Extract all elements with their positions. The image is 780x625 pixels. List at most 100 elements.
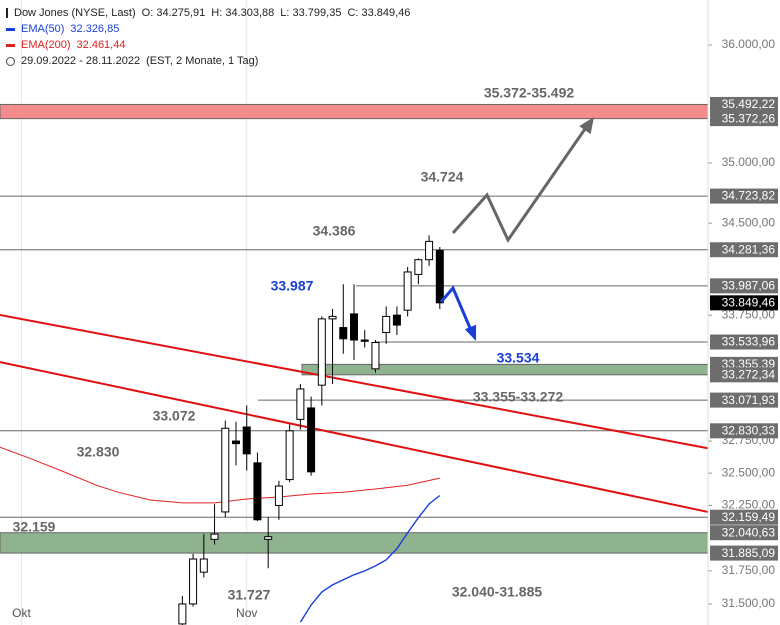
projection-arrow [439, 285, 472, 329]
level-box [710, 242, 778, 258]
level-box [710, 278, 778, 294]
annotation: 33.355-33.272 [473, 389, 564, 405]
quote: O: 34.275,91 [141, 7, 206, 19]
zone [0, 103, 709, 120]
level-label: 33.272,34 [722, 367, 776, 381]
level-box [710, 392, 778, 408]
annotation: 34.724 [421, 169, 464, 185]
trend-line [0, 314, 709, 450]
annotation: 32.159 [13, 519, 56, 535]
level-box [710, 295, 778, 311]
candle-body [425, 240, 434, 261]
legend-row: EMA(50) 32.326,85 [6, 21, 410, 37]
legend-row: Dow Jones (NYSE, Last) O: 34.275,91 H: 3… [6, 5, 410, 21]
level-label: 33.533,96 [722, 335, 776, 349]
quote: L: 33.799,35 [280, 7, 342, 19]
legend-name: EMA(200) [21, 39, 71, 51]
level-label: 33.987,06 [722, 279, 776, 293]
level-label: 35.492,22 [722, 97, 776, 111]
legend: Dow Jones (NYSE, Last) O: 34.275,91 H: 3… [6, 5, 410, 69]
y-tick-label: 34.500,00 [722, 215, 776, 229]
ema-line [299, 494, 441, 623]
range-note: (EST, 2 Monate, 1 Tag) [146, 55, 259, 67]
candle-body [242, 426, 251, 455]
candle-body [328, 315, 337, 320]
candle-body [307, 407, 316, 473]
date-range: 29.09.2022 - 28.11.2022 [21, 55, 141, 67]
level-box [710, 367, 778, 383]
level-box [710, 188, 778, 204]
annotation: 33.987 [271, 278, 314, 294]
candle-body [435, 249, 444, 304]
y-tick-label: 32.500,00 [722, 465, 776, 479]
arrow-head [464, 324, 477, 341]
level-box [710, 96, 778, 112]
level-label: 32.159,49 [722, 510, 776, 524]
candle-body [178, 603, 187, 625]
level-box [710, 111, 778, 127]
ema-line [0, 446, 440, 504]
arrow-head [579, 117, 594, 135]
candle-body [350, 313, 358, 341]
x-tick-label: Okt [12, 606, 31, 620]
quote: H: 34.303,88 [211, 7, 275, 19]
mid-layer [0, 235, 709, 625]
legend-row: 29.09.2022 - 28.11.2022 (EST, 2 Monate, … [6, 53, 410, 69]
candle-body [285, 430, 294, 481]
legend-value: 32.326,85 [70, 23, 120, 35]
level-box [710, 509, 778, 525]
level-box [710, 334, 778, 350]
x-tick-label: Nov [236, 606, 257, 620]
candle-body [199, 558, 208, 573]
candle-body [264, 536, 273, 540]
trend-line [0, 361, 709, 513]
annotation: 33.072 [153, 408, 196, 424]
y-tick-label: 32.250,00 [722, 498, 776, 512]
candle-body [392, 314, 401, 326]
level-label: 34.281,36 [722, 242, 776, 256]
zone [301, 363, 709, 376]
level-box [710, 545, 778, 561]
level-label: 32.040,63 [722, 525, 776, 539]
y-tick-label: 31.500,00 [722, 596, 776, 610]
legend-value: 32.461,44 [76, 39, 126, 51]
legend-row: EMA(200) 32.461,44 [6, 37, 410, 53]
legend-swatch [6, 43, 15, 47]
candle-body [339, 327, 348, 340]
icon [6, 8, 8, 18]
candle-body [414, 259, 423, 275]
candle-body [317, 318, 326, 386]
candle-body [403, 271, 412, 311]
y-tick-label: 35.000,00 [722, 155, 776, 169]
annotation: 34.386 [313, 223, 356, 239]
level-label: 31.885,09 [722, 546, 776, 560]
candle-body [296, 388, 305, 420]
level-label: 33.849,46 [722, 296, 776, 310]
annotation: 33.534 [497, 350, 540, 366]
candle-body [360, 339, 369, 342]
candle-body [189, 558, 198, 605]
instrument: Dow Jones (NYSE, Last) [14, 7, 136, 19]
annotation: 32.040-31.885 [452, 584, 543, 600]
y-tick-label: 33.750,00 [722, 307, 776, 321]
y-tick-label: 36.000,00 [722, 37, 776, 51]
y-tick-label: 31.750,00 [722, 563, 776, 577]
candle-body [253, 462, 262, 521]
clock-icon [6, 56, 15, 66]
annotation: 32.830 [77, 444, 120, 460]
level-box [710, 423, 778, 439]
candle-body [371, 342, 380, 370]
legend-name: EMA(50) [21, 23, 65, 35]
candle-body [221, 427, 230, 513]
level-label: 34.723,82 [722, 189, 776, 203]
annotation: 35.372-35.492 [484, 85, 575, 101]
annotation: 31.727 [228, 587, 271, 603]
candle-body [232, 440, 240, 445]
legend-swatch [6, 27, 15, 31]
quote: C: 33.849,46 [347, 7, 411, 19]
zone [0, 532, 709, 554]
candle-body [382, 315, 391, 334]
